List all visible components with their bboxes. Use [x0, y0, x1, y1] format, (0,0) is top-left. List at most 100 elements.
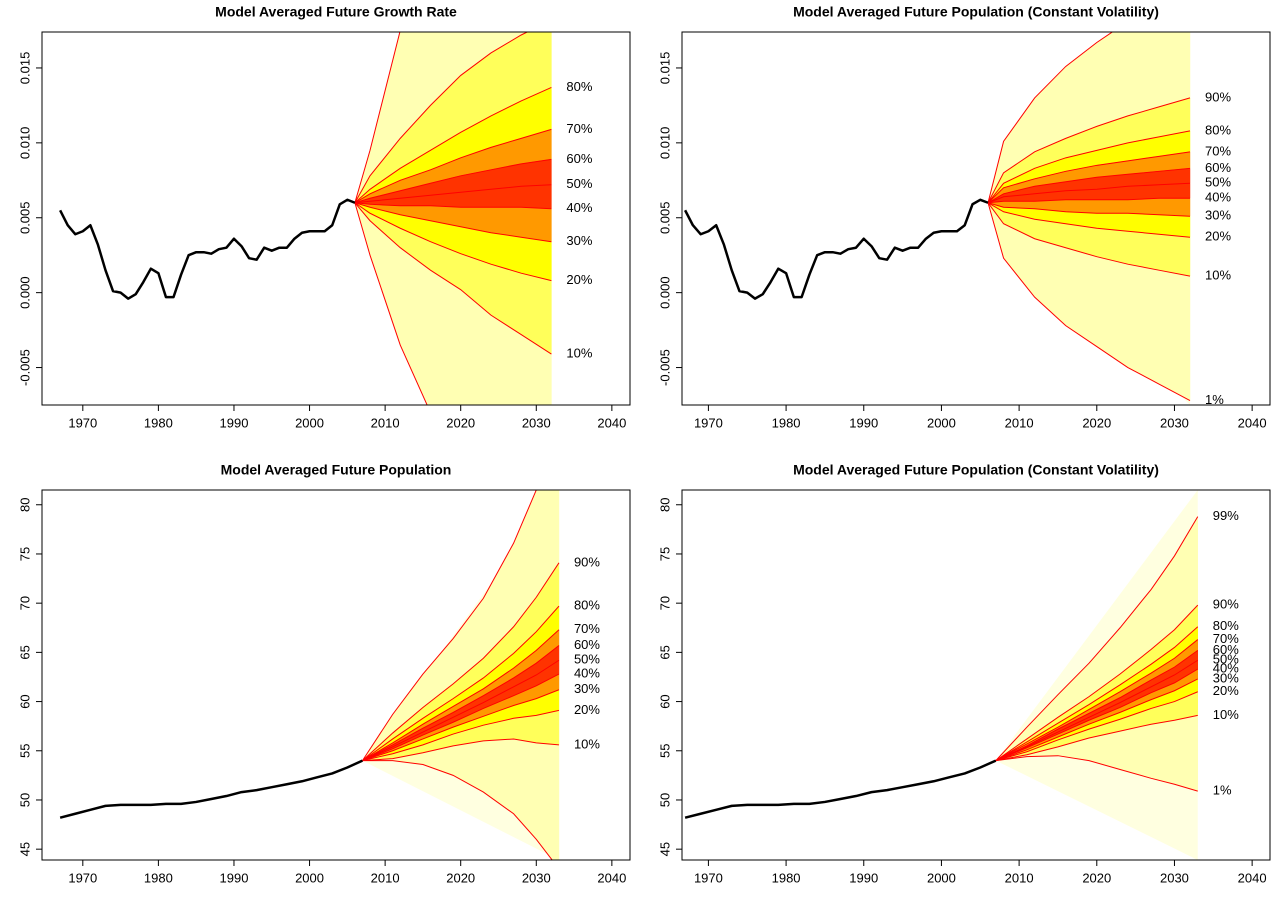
y-tick-label: 65	[657, 645, 672, 659]
plot-frame	[41, 31, 631, 406]
quantile-line	[987, 202, 1191, 238]
quantile-line	[995, 691, 1198, 762]
y-tick-label: 80	[657, 498, 672, 512]
quantile-line	[362, 629, 560, 762]
quantile-label: 10%	[566, 346, 592, 361]
quantile-label: 30%	[1213, 670, 1239, 685]
quantile-label: 80%	[574, 598, 600, 613]
plot-area	[59, 490, 560, 860]
y-tick-label: 55	[17, 744, 32, 758]
y-tick-label: 60	[657, 694, 672, 708]
y-tick-label: 70	[657, 596, 672, 610]
quantile-line	[987, 197, 1190, 204]
plot-frame	[681, 489, 1271, 861]
x-tick-label: 2030	[1160, 870, 1189, 885]
quantile-label: 70%	[566, 121, 592, 136]
x-tick-label: 1970	[694, 870, 723, 885]
x-tick-label: 2030	[522, 870, 551, 885]
y-tick-label: 0.015	[17, 52, 32, 85]
x-tick-label: 2020	[446, 870, 475, 885]
quantile-line	[354, 86, 552, 204]
y-tick-label: 65	[17, 645, 32, 659]
y-tick-label: 0.010	[17, 127, 32, 160]
quantile-label: 50%	[566, 176, 592, 191]
quantile-line	[354, 202, 552, 210]
quantile-line	[995, 649, 1199, 762]
quantile-label: 40%	[574, 665, 600, 680]
quantile-label: 90%	[1205, 89, 1231, 104]
y-tick-label: 60	[17, 694, 32, 708]
quantile-label: 40%	[566, 200, 592, 215]
quantile-label: 20%	[1213, 683, 1239, 698]
quantile-line	[987, 97, 1191, 204]
quantile-line	[354, 32, 401, 203]
plot-area	[683, 32, 1191, 405]
y-tick-label: 45	[657, 842, 672, 856]
quantile-line	[362, 673, 560, 762]
quantile-line	[987, 202, 1191, 217]
x-tick-label: 2000	[927, 415, 956, 430]
x-tick-label: 2000	[927, 870, 956, 885]
x-tick-label: 1970	[68, 415, 97, 430]
chart-title: Model Averaged Future Population (Consta…	[793, 462, 1159, 478]
quantile-line	[354, 128, 552, 204]
quantile-line	[987, 151, 1191, 204]
quantile-label: 20%	[574, 702, 600, 717]
x-tick-label: 1980	[772, 870, 801, 885]
x-tick-label: 1970	[68, 870, 97, 885]
panel: 90% 80% 70% 60%50%40% 30% 20% 10% 1% 1970 1980 199…	[657, 4, 1271, 430]
y-tick-label: 0.010	[657, 127, 672, 160]
quantile-line	[362, 659, 560, 762]
quantile-line	[987, 202, 1191, 401]
plot-frame	[41, 489, 631, 861]
quantile-line	[362, 645, 560, 762]
x-tick-label: 2020	[1082, 870, 1111, 885]
x-tick-label: 2010	[371, 870, 400, 885]
quantile-line	[995, 714, 1198, 762]
x-tick-label: 2020	[446, 415, 475, 430]
y-tick-label: 50	[17, 793, 32, 807]
x-tick-label: 2000	[295, 870, 324, 885]
quantile-line	[987, 130, 1191, 204]
quantile-label: 60%	[1205, 160, 1231, 175]
history-line	[59, 198, 356, 300]
quantile-label: 70%	[1205, 143, 1231, 158]
y-tick-label: 75	[657, 547, 672, 561]
quantile-label: 20%	[1205, 229, 1231, 244]
quantile-label: 10%	[1205, 268, 1231, 283]
chart-title: Model Averaged Future Growth Rate	[215, 4, 457, 20]
quantile-label: 20%	[566, 272, 592, 287]
y-tick-label: 75	[17, 547, 32, 561]
quantile-label: 30%	[1205, 208, 1231, 223]
quantile-label: 50%	[574, 652, 600, 667]
quantile-label: 30%	[574, 681, 600, 696]
quantile-label: 1%	[1205, 392, 1224, 407]
y-tick-label: 0.000	[657, 276, 672, 309]
quantile-label: 90%	[574, 554, 600, 569]
quantile-line	[362, 738, 559, 762]
y-tick-label: 55	[657, 744, 672, 758]
plot-frame	[681, 31, 1271, 406]
x-tick-label: 2030	[1160, 415, 1189, 430]
history-line	[683, 198, 989, 300]
x-tick-label: 2010	[1005, 870, 1034, 885]
chart-title: Model Averaged Future Population (Consta…	[793, 4, 1159, 20]
quantile-line	[362, 709, 560, 762]
panel: 99% 90% 80%70%60%50%40%30%20% 10% 1% 1970 1980…	[657, 462, 1271, 885]
quantile-line	[362, 760, 553, 860]
y-tick-label: 0.015	[657, 52, 672, 85]
quantile-label: 50%	[1213, 652, 1239, 667]
x-tick-label: 2010	[1005, 415, 1034, 430]
quantile-line	[995, 659, 1199, 762]
quantile-label: 80%	[566, 79, 592, 94]
quantile-label: 50%	[1205, 175, 1231, 190]
quantile-label: 60%	[566, 151, 592, 166]
y-tick-label: 80	[17, 498, 32, 512]
quantile-line	[354, 184, 552, 204]
quantile-line	[995, 678, 1198, 762]
quantile-line	[362, 689, 560, 762]
quantile-line	[354, 32, 529, 204]
quantile-line	[987, 202, 1191, 277]
quantile-label: 80%	[1213, 618, 1239, 633]
x-tick-label: 2040	[597, 870, 626, 885]
